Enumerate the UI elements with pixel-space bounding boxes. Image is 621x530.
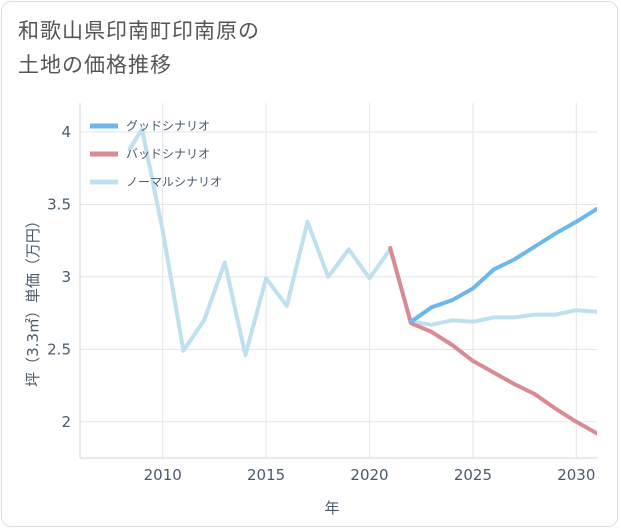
y-axis-title: 坪（3.3㎡）単価（万円） xyxy=(24,213,42,387)
series-lines xyxy=(127,127,597,436)
series-line-2 xyxy=(127,127,597,358)
x-tick-label: 2030 xyxy=(557,466,595,484)
gridlines xyxy=(79,103,597,459)
legend-label: バッドシナリオ xyxy=(126,147,210,161)
x-axis-ticks: 2010 2015 2020 2025 2030 xyxy=(144,466,596,484)
chart-title: 和歌山県印南町印南原の 土地の価格推移 xyxy=(18,14,260,82)
chart-title-line1: 和歌山県印南町印南原の xyxy=(18,19,260,43)
x-tick-label: 2020 xyxy=(350,466,388,484)
chart-title-line2: 土地の価格推移 xyxy=(18,53,172,77)
x-tick-label: 2025 xyxy=(454,466,492,484)
x-tick-label: 2015 xyxy=(247,466,285,484)
series-line-0 xyxy=(408,206,597,324)
y-tick-label: 4 xyxy=(61,123,71,141)
y-tick-label: 3 xyxy=(61,268,71,286)
y-tick-label: 3.5 xyxy=(47,195,71,213)
x-axis-title: 年 xyxy=(324,499,339,517)
series-line-1 xyxy=(388,245,597,436)
y-tick-label: 2 xyxy=(61,413,71,431)
legend-label: グッドシナリオ xyxy=(126,119,210,133)
y-tick-label: 2.5 xyxy=(47,340,71,358)
legend-label: ノーマルシナリオ xyxy=(126,175,222,189)
y-axis-ticks: 2 2.5 3 3.5 4 xyxy=(47,123,71,431)
x-tick-label: 2010 xyxy=(144,466,182,484)
